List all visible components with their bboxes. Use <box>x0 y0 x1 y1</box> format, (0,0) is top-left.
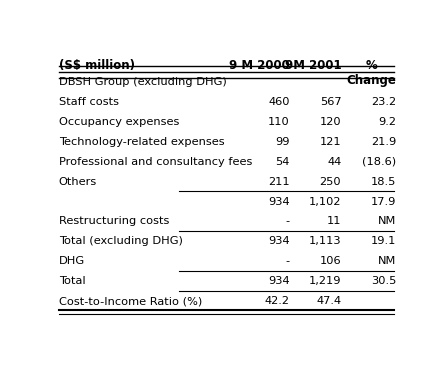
Text: 44: 44 <box>327 157 341 167</box>
Text: 1,102: 1,102 <box>309 196 341 207</box>
Text: 211: 211 <box>268 177 290 187</box>
Text: 42.2: 42.2 <box>265 296 290 306</box>
Text: 11: 11 <box>327 217 341 226</box>
Text: DHG: DHG <box>59 256 85 266</box>
Text: 9M 2001: 9M 2001 <box>285 59 341 72</box>
Text: %
Change: % Change <box>346 59 396 87</box>
Text: Total: Total <box>59 276 85 286</box>
Text: Restructuring costs: Restructuring costs <box>59 217 169 226</box>
Text: DBSH Group (excluding DHG): DBSH Group (excluding DHG) <box>59 77 226 87</box>
Text: Total (excluding DHG): Total (excluding DHG) <box>59 236 183 246</box>
Text: Staff costs: Staff costs <box>59 97 118 107</box>
Text: 934: 934 <box>268 196 290 207</box>
Text: Professional and consultancy fees: Professional and consultancy fees <box>59 157 252 167</box>
Text: 47.4: 47.4 <box>316 296 341 306</box>
Text: (18.6): (18.6) <box>362 157 396 167</box>
Text: Cost-to-Income Ratio (%): Cost-to-Income Ratio (%) <box>59 296 202 306</box>
Text: 30.5: 30.5 <box>371 276 396 286</box>
Text: 934: 934 <box>268 236 290 246</box>
Text: NM: NM <box>378 217 396 226</box>
Text: 934: 934 <box>268 276 290 286</box>
Text: 460: 460 <box>268 97 290 107</box>
Text: 120: 120 <box>320 117 341 127</box>
Text: 1,219: 1,219 <box>309 276 341 286</box>
Text: 9 M 2000: 9 M 2000 <box>229 59 290 72</box>
Text: 19.1: 19.1 <box>371 236 396 246</box>
Text: 9.2: 9.2 <box>378 117 396 127</box>
Text: Technology-related expenses: Technology-related expenses <box>59 137 224 147</box>
Text: 110: 110 <box>268 117 290 127</box>
Text: 106: 106 <box>320 256 341 266</box>
Text: (S$ million): (S$ million) <box>59 59 135 72</box>
Text: 567: 567 <box>320 97 341 107</box>
Text: 54: 54 <box>275 157 290 167</box>
Text: 17.9: 17.9 <box>371 196 396 207</box>
Text: 23.2: 23.2 <box>371 97 396 107</box>
Text: 21.9: 21.9 <box>371 137 396 147</box>
Text: -: - <box>286 256 290 266</box>
Text: 18.5: 18.5 <box>371 177 396 187</box>
Text: 250: 250 <box>320 177 341 187</box>
Text: Others: Others <box>59 177 97 187</box>
Text: -: - <box>286 217 290 226</box>
Text: Occupancy expenses: Occupancy expenses <box>59 117 179 127</box>
Text: 99: 99 <box>275 137 290 147</box>
Text: 1,113: 1,113 <box>309 236 341 246</box>
Text: NM: NM <box>378 256 396 266</box>
Text: 121: 121 <box>320 137 341 147</box>
